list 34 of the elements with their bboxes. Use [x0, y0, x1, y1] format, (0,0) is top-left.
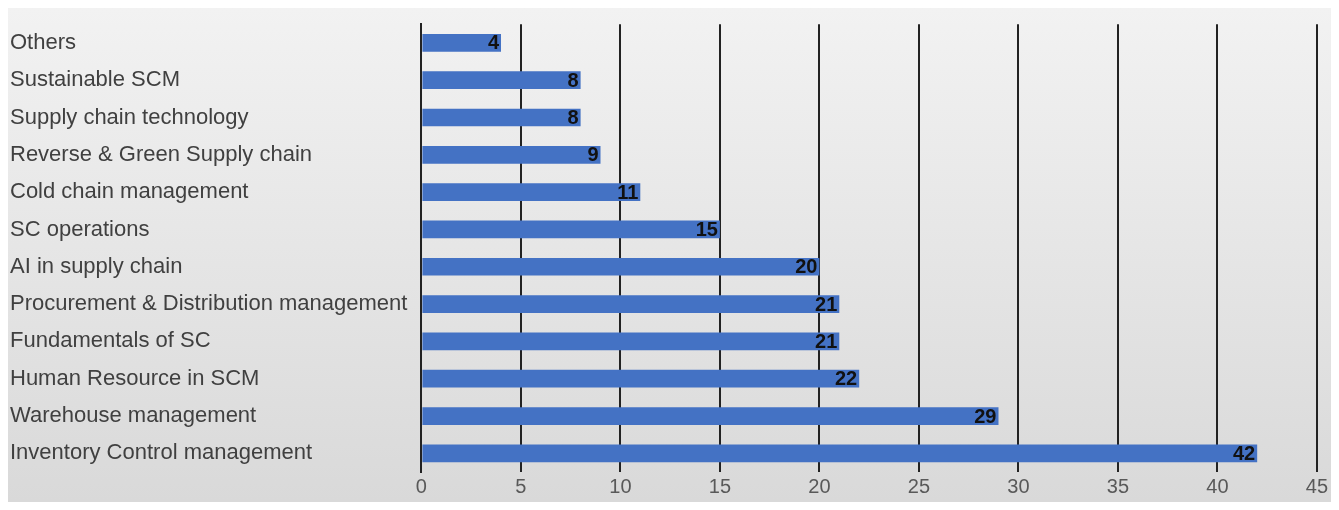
y-tick-label: Human Resource in SCM: [10, 364, 260, 390]
data-label: 8: [567, 106, 579, 129]
y-tick-label: Procurement & Distribution management: [10, 290, 408, 316]
x-tick-label: 25: [907, 474, 931, 497]
data-label: 4: [487, 31, 500, 54]
x-tick-label: 20: [808, 474, 831, 497]
data-label: 8: [567, 68, 579, 91]
y-tick-label: Supply chain technology: [10, 103, 249, 129]
data-label: 11: [617, 180, 639, 203]
y-tick-label: AI in supply chain: [10, 252, 183, 278]
y-tick-label: Sustainable SCM: [10, 66, 180, 92]
data-label: 20: [795, 255, 818, 278]
x-tick-label: 0: [415, 474, 427, 497]
data-label: 29: [974, 404, 997, 427]
data-label: 42: [1232, 441, 1256, 464]
y-tick-label: Warehouse management: [10, 402, 257, 428]
data-label: 22: [834, 367, 858, 390]
data-label: 9: [587, 143, 599, 166]
data-label: 15: [695, 217, 718, 240]
data-label: 21: [815, 329, 838, 352]
x-tick-label: 40: [1206, 474, 1229, 497]
x-tick-label: 35: [1106, 474, 1130, 497]
x-tick-label: 15: [708, 474, 732, 497]
x-tick-label: 30: [1007, 474, 1030, 497]
y-tick-label: Fundamentals of SC: [10, 327, 211, 353]
x-tick-label: 45: [1305, 474, 1328, 497]
y-tick-label: Others: [10, 28, 77, 54]
x-tick-label: 5: [515, 474, 527, 497]
y-tick-label: Inventory Control management: [10, 439, 313, 465]
y-tick-label: SC operations: [10, 215, 150, 241]
y-tick-label: Cold chain management: [10, 178, 249, 204]
data-label: 21: [815, 292, 838, 315]
x-tick-label: 10: [609, 474, 632, 497]
y-tick-label: Reverse & Green Supply chain: [10, 140, 313, 166]
